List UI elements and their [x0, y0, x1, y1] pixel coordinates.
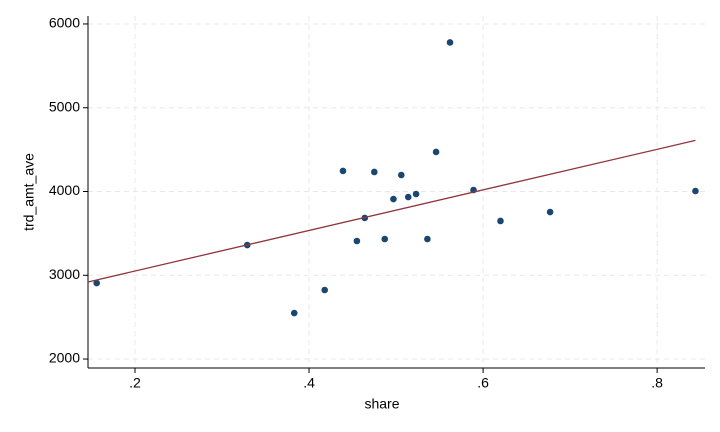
point — [497, 217, 504, 225]
x-tick-label: .4 — [303, 375, 315, 391]
y-tick-label: 6000 — [49, 15, 80, 31]
point — [397, 171, 405, 179]
point — [371, 168, 378, 176]
x-axis-title: share — [364, 396, 399, 412]
point — [692, 187, 699, 195]
point — [390, 195, 397, 203]
point — [381, 235, 389, 243]
point — [93, 279, 101, 287]
fit-line — [87, 139, 696, 283]
point — [404, 193, 412, 201]
point — [412, 190, 420, 198]
x-tick-label: .8 — [651, 375, 663, 391]
y-tick-label: 2000 — [49, 350, 80, 366]
point — [353, 237, 361, 245]
y-tick-label: 5000 — [49, 98, 80, 114]
point — [432, 148, 440, 156]
y-axis-title: trd_amt_ave — [21, 153, 37, 231]
x-tick-label: .6 — [477, 375, 489, 391]
point — [446, 39, 454, 46]
y-tick-label: 4000 — [49, 182, 80, 198]
point — [290, 309, 298, 317]
point — [424, 235, 431, 243]
x-tick-label: .2 — [129, 375, 141, 391]
point — [546, 208, 554, 216]
y-tick-label: 3000 — [49, 266, 80, 282]
point — [321, 286, 329, 294]
point — [339, 167, 347, 175]
